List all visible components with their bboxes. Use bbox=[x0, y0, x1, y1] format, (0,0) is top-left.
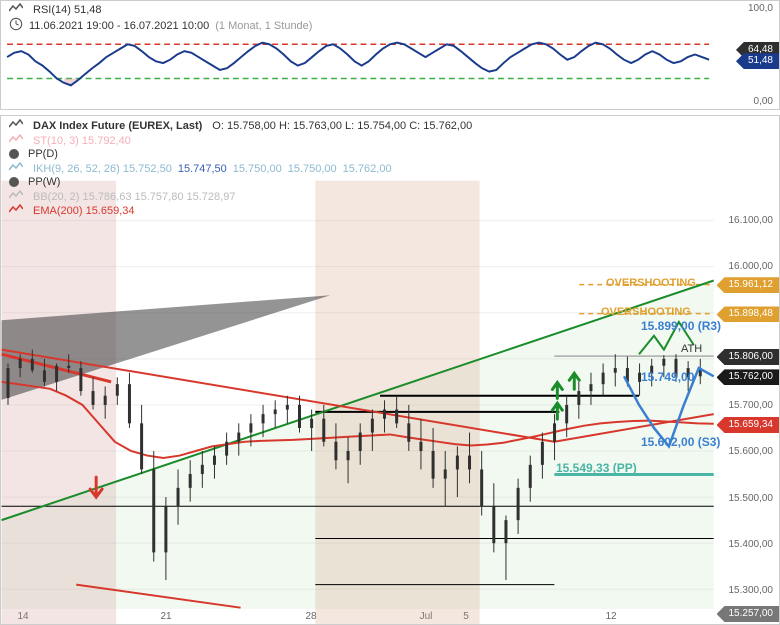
indicator-spark-icon bbox=[9, 119, 23, 132]
instrument-title: DAX Index Future (EUREX, Last) bbox=[33, 120, 202, 132]
indicator-spark-icon bbox=[9, 190, 23, 203]
y-axis-tick: 15.500,00 bbox=[729, 493, 774, 504]
overshooting-label: OVERSHOOTING bbox=[601, 306, 691, 318]
y-axis-tick: 15.400,00 bbox=[729, 539, 774, 550]
y-axis-tick: 15.700,00 bbox=[729, 400, 774, 411]
pivot-label: 15.602,00 (S3) bbox=[641, 435, 720, 449]
price-tag: 15.762,00 bbox=[717, 369, 780, 385]
indicator-row: PP(D) bbox=[9, 148, 58, 160]
indicator-label: EMA(200) 15.659,34 bbox=[33, 205, 135, 217]
indicator-label: PP(D) bbox=[28, 148, 58, 160]
price-tag: 15.257,00 bbox=[717, 606, 780, 622]
indicator-label: IKH(9, 26, 52, 26) 15.752,50 bbox=[33, 163, 172, 175]
ohlc-text: O: 15.758,00 H: 15.763,00 L: 15.754,00 C… bbox=[212, 120, 472, 132]
rsi-value-tag: 51,48 bbox=[736, 53, 779, 69]
rsi-period: (1 Monat, 1 Stunde) bbox=[215, 20, 312, 32]
indicator-label: PP(W) bbox=[28, 176, 60, 188]
y-axis-tick: 16.000,00 bbox=[729, 261, 774, 272]
indicator-row: IKH(9, 26, 52, 26) 15.752,50 15.747,50 15.… bbox=[9, 162, 392, 175]
main-title-row: DAX Index Future (EUREX, Last) O: 15.758… bbox=[9, 119, 472, 132]
rsi-panel: RSI(14) 51,48 11.06.2021 19:00 - 16.07.2… bbox=[0, 0, 780, 110]
y-axis-tick: 15.600,00 bbox=[729, 446, 774, 457]
indicator-value: 15.762,00 bbox=[343, 163, 392, 175]
main-panel: DAX Index Future (EUREX, Last) O: 15.758… bbox=[0, 115, 780, 625]
y-axis-tick: 15.300,00 bbox=[729, 585, 774, 596]
indicator-spark-icon bbox=[9, 204, 23, 217]
price-tag: 15.659,34 bbox=[717, 417, 780, 433]
indicator-value: 15.750,00 bbox=[233, 163, 282, 175]
bullet-icon bbox=[9, 149, 19, 159]
indicator-value: 15.747,50 bbox=[178, 163, 227, 175]
pivot-label: 15.549,33 (PP) bbox=[556, 461, 637, 475]
ath-label: ATH bbox=[681, 343, 702, 355]
pivot-label: 15.749,00 bbox=[641, 370, 694, 384]
pivot-label: 15.899,00 (R3) bbox=[641, 319, 721, 333]
indicator-spark-icon bbox=[9, 162, 23, 175]
bullet-icon bbox=[9, 177, 19, 187]
indicator-row: BB(20, 2) 15.786,63 15.757,80 15.728,97 bbox=[9, 190, 235, 203]
rsi-ytick-0: 0,00 bbox=[754, 96, 773, 107]
rsi-daterange: 11.06.2021 19:00 - 16.07.2021 10:00 bbox=[29, 20, 209, 32]
indicator-label: BB(20, 2) 15.786,63 15.757,80 15.728,97 bbox=[33, 191, 235, 203]
clock-icon bbox=[9, 17, 23, 34]
rsi-daterange-row: 11.06.2021 19:00 - 16.07.2021 10:00 (1 M… bbox=[9, 17, 312, 34]
indicator-row: PP(W) bbox=[9, 176, 60, 188]
indicator-label: ST(10, 3) 15.792,40 bbox=[33, 135, 131, 147]
rsi-title-row: RSI(14) 51,48 bbox=[9, 3, 101, 16]
y-axis-tick: 16.100,00 bbox=[729, 215, 774, 226]
indicator-value: 15.750,00 bbox=[288, 163, 337, 175]
price-tag: 15.961,12 bbox=[717, 277, 780, 293]
indicator-spark-icon bbox=[9, 3, 23, 16]
price-tag: 15.806,00 bbox=[717, 349, 780, 365]
rsi-title: RSI(14) 51,48 bbox=[33, 4, 101, 16]
indicator-row: ST(10, 3) 15.792,40 bbox=[9, 134, 131, 147]
indicator-row: EMA(200) 15.659,34 bbox=[9, 204, 135, 217]
indicator-spark-icon bbox=[9, 134, 23, 147]
price-tag: 15.898,48 bbox=[717, 306, 780, 322]
overshooting-label: OVERSHOOTING bbox=[606, 277, 696, 289]
rsi-ytick-100: 100,0 bbox=[748, 3, 773, 14]
